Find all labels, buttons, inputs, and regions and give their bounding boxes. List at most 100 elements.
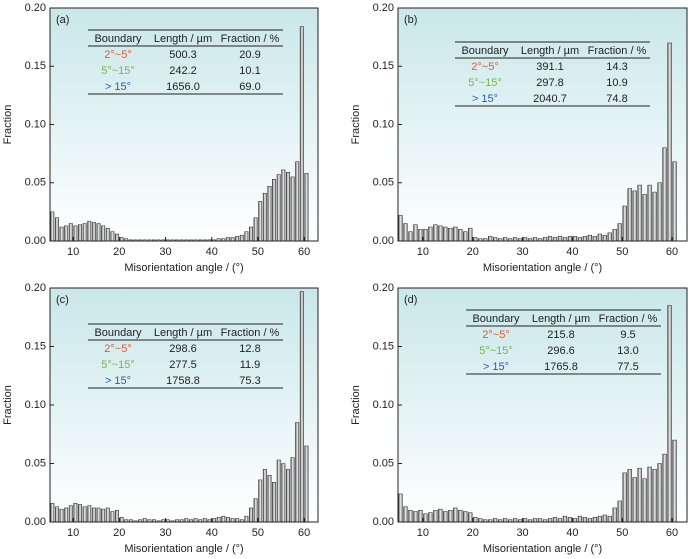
bar [68,223,73,242]
bar [453,226,458,242]
bar [512,237,518,242]
bar [101,225,106,242]
bar [493,518,498,523]
bar [557,236,563,242]
bar [567,236,573,242]
bar [592,236,597,242]
bar [82,506,87,523]
table-cell: 13.0 [617,345,638,357]
bar [443,511,448,523]
bar [453,507,458,523]
bar [572,518,578,523]
bar [54,506,59,523]
table-cell: 1765.8 [544,361,578,373]
bar [557,518,563,523]
table-cell: 296.6 [547,345,575,357]
table-header: Length / µm [154,33,212,45]
bar [244,231,249,242]
bar [230,518,235,523]
bar [119,237,124,242]
table-header: Boundary [94,327,142,339]
bar [592,517,597,523]
bar [403,506,408,523]
y-tick-label: 0.20 [25,282,46,294]
x-tick-label: 10 [67,527,79,539]
x-tick-label: 30 [516,246,528,258]
bar [567,517,573,523]
y-tick-label: 0.00 [25,235,46,247]
bar [119,517,124,523]
y-tick-label: 0.10 [25,399,46,411]
bar [286,469,290,523]
bar [537,518,543,523]
bar [493,237,498,242]
bar [73,225,78,242]
bar [87,220,92,242]
table-cell: 298.6 [169,343,197,355]
table-cell: 75.3 [239,375,260,387]
bar [68,505,73,523]
x-tick-label: 50 [252,246,264,258]
bar [304,445,309,523]
table-cell: 9.5 [620,329,635,341]
table-cell: 277.5 [169,359,197,371]
table-cell: > 15° [105,81,131,93]
bar [249,226,253,242]
bar [276,174,281,242]
bar [299,26,304,242]
bar [587,518,592,523]
x-tick-label: 50 [252,527,264,539]
table-cell: 500.3 [169,49,197,61]
bar [617,500,622,523]
bar [562,515,568,523]
bar [225,237,230,242]
bar [253,498,258,523]
bar [193,518,198,523]
bar [607,232,612,242]
bar [418,510,423,523]
table-cell: 14.3 [606,61,627,73]
y-tick-label: 0.20 [373,2,394,14]
bar [617,223,622,242]
bar [433,510,438,523]
bar [105,507,110,523]
bar [64,507,69,523]
bar [403,223,408,242]
table-cell: 74.8 [606,93,627,105]
bar [78,224,82,242]
bar [438,225,443,242]
table-cell: 242.2 [169,65,197,77]
table-header: Boundary [94,33,142,45]
bar [290,176,295,242]
bar [662,147,667,242]
bar [418,229,423,242]
bar [512,518,518,523]
y-tick-label: 0.05 [373,177,394,189]
y-tick-label: 0.10 [373,399,394,411]
bar [408,231,413,242]
x-tick-label: 60 [666,246,678,258]
table-header: Fraction / % [221,327,280,339]
bar [602,234,607,242]
bar [642,194,647,242]
bar [612,229,617,242]
y-tick-label: 0.15 [373,340,394,352]
x-tick-label: 20 [113,246,125,258]
bar [96,507,101,523]
bar [532,237,538,242]
bar [96,223,101,242]
bar [458,510,463,523]
y-tick-label: 0.00 [373,235,394,247]
x-tick-label: 50 [616,527,628,539]
bar [478,518,483,523]
y-tick-label: 0.05 [25,177,46,189]
bar [110,231,115,242]
bar [115,510,119,523]
x-axis-label: Misorientation angle / (°) [483,543,602,555]
bar [212,518,216,523]
bar [184,518,189,523]
bar [443,226,448,242]
bar [221,515,226,523]
bar [632,190,637,242]
